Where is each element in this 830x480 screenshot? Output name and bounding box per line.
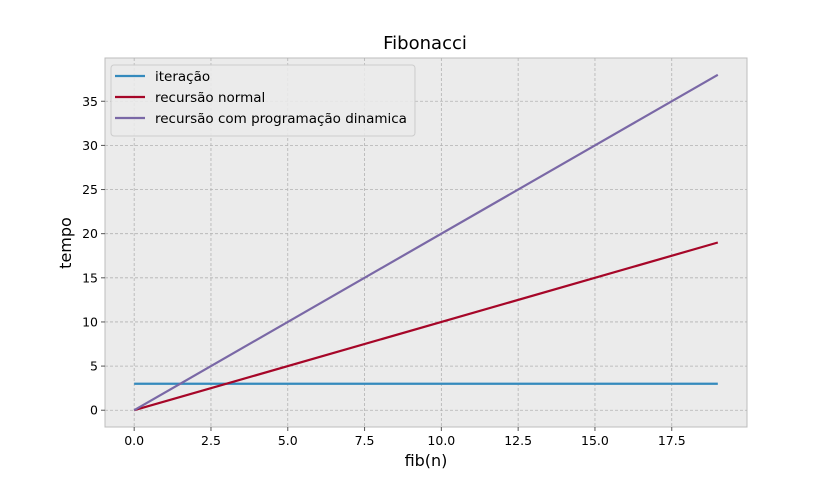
- legend-label: iteração: [155, 69, 210, 85]
- y-axis-ticks: 0 5 10 15 20 25 30 35: [82, 94, 105, 418]
- chart-title: Fibonacci: [383, 33, 467, 54]
- y-tick-label: 0: [90, 403, 98, 418]
- legend-label: recursão com programação dinamica: [155, 111, 407, 127]
- series-lines: [133, 73, 719, 412]
- y-tick-label: 5: [90, 359, 98, 374]
- y-tick-label: 10: [82, 314, 98, 329]
- y-tick-label: 25: [82, 182, 98, 197]
- x-tick-label: 0.0: [124, 433, 144, 448]
- legend: iteração recursão normal recursão com prog…: [110, 64, 416, 137]
- x-axis-label: fib(n): [405, 451, 448, 470]
- y-tick-label: 20: [82, 226, 98, 241]
- y-tick-label: 15: [82, 270, 98, 285]
- x-tick-label: 12.5: [504, 433, 532, 448]
- y-axis-label: tempo: [56, 217, 75, 269]
- legend-box: [110, 64, 416, 137]
- x-tick-label: 10.0: [427, 433, 455, 448]
- series-line-3: [133, 73, 719, 412]
- x-tick-label: 2.5: [201, 433, 221, 448]
- x-axis-ticks: 0.0 2.5 5.0 7.5 10.0 12.5 15.0 17.5: [124, 427, 686, 448]
- legend-label: recursão normal: [155, 90, 265, 106]
- series-line-2: [133, 241, 719, 412]
- y-tick-label: 35: [82, 94, 98, 109]
- x-tick-label: 7.5: [355, 433, 375, 448]
- x-tick-label: 17.5: [658, 433, 686, 448]
- x-tick-label: 5.0: [278, 433, 298, 448]
- x-tick-label: 15.0: [581, 433, 609, 448]
- y-tick-label: 30: [82, 138, 98, 153]
